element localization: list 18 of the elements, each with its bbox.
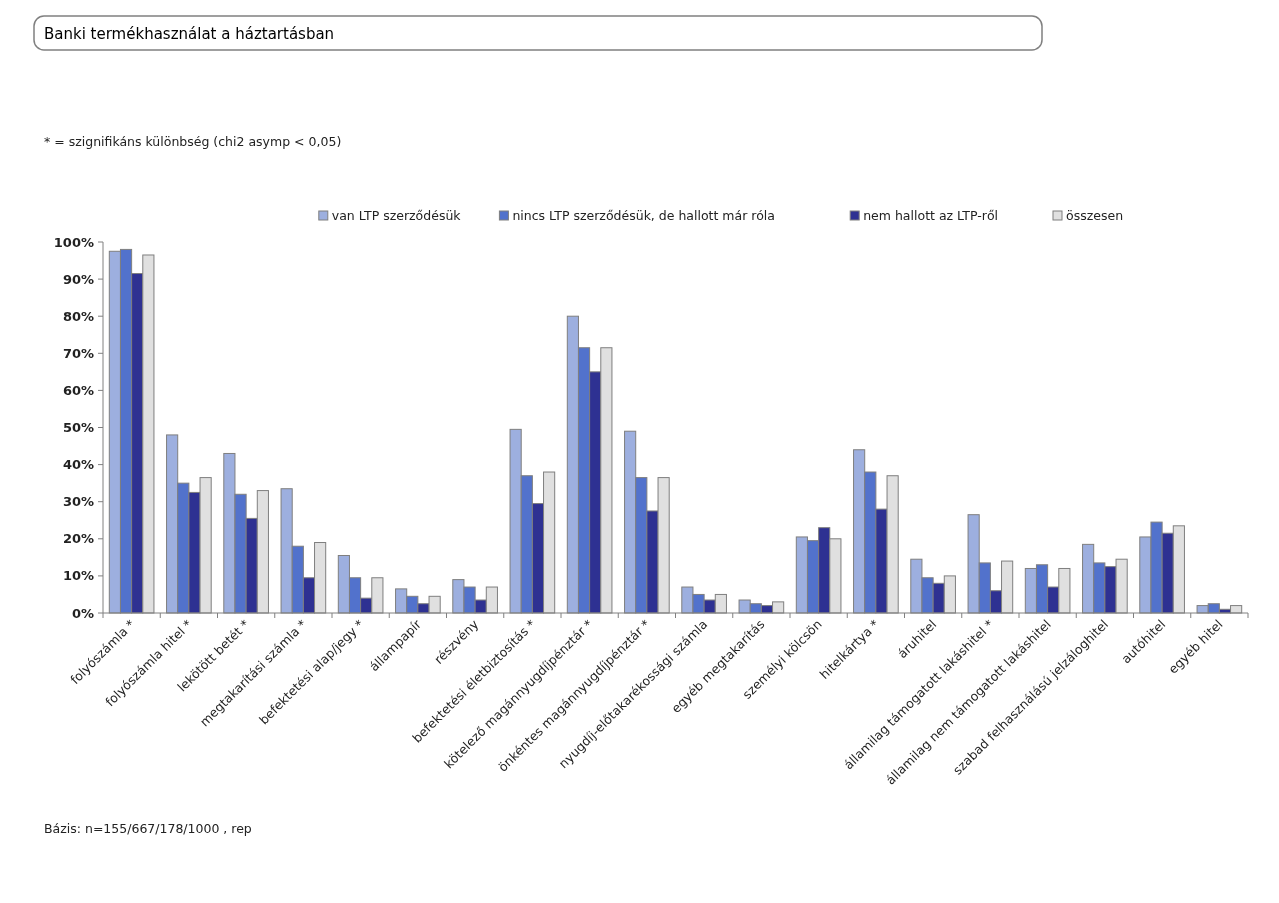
y-tick-label: 50% <box>62 420 94 436</box>
y-tick-label: 10% <box>62 568 94 584</box>
legend-label: nincs LTP szerződésük, de hallott már róla <box>512 208 775 223</box>
y-tick-label: 0% <box>71 605 94 621</box>
text: * = szignifikáns különbség (chi2 asymp < 0,05) <box>44 134 342 149</box>
legend-label: nem hallott az LTP-ről <box>863 208 999 223</box>
y-tick-label: 90% <box>62 271 94 287</box>
y-tick-label: 70% <box>62 345 94 361</box>
y-tick-label: 80% <box>62 308 94 324</box>
chart-title: Banki termékhasználat a háztartásban <box>44 25 335 43</box>
y-tick-label: 60% <box>62 382 94 398</box>
text: Bázis: n=155/667/178/1000 , rep <box>44 821 252 836</box>
y-tick-label: 20% <box>62 531 94 547</box>
y-tick-label: 40% <box>62 457 94 473</box>
legend-label: összesen <box>1066 208 1124 223</box>
y-tick-label: 30% <box>62 494 94 510</box>
y-tick-label: 100% <box>53 234 94 250</box>
legend-label: van LTP szerződésük <box>331 208 462 223</box>
